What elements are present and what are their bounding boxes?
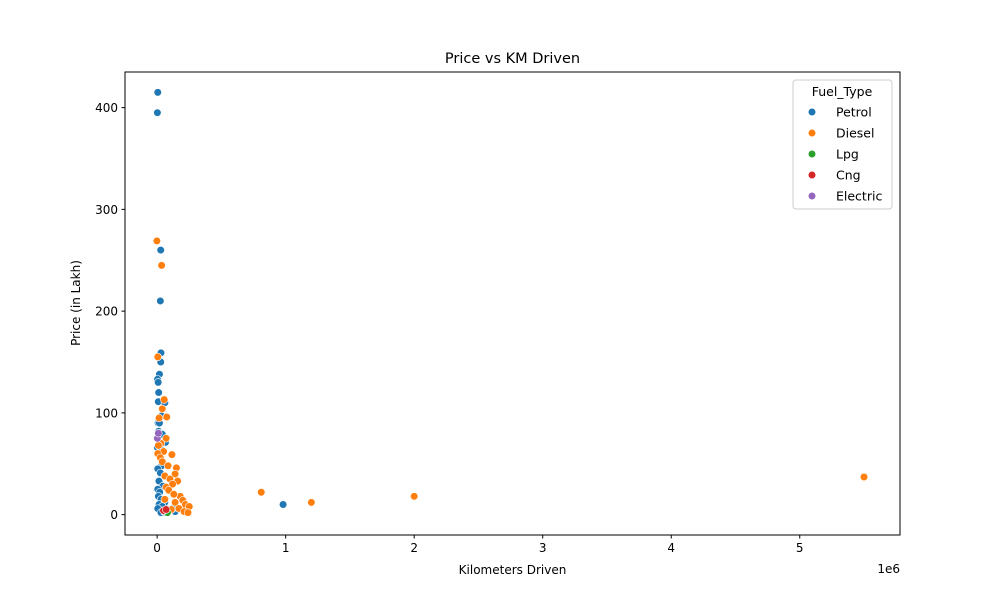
point-diesel [153, 352, 162, 362]
legend-label-diesel: Diesel [836, 126, 874, 141]
chart-title: Price vs KM Driven [445, 51, 580, 67]
point-diesel [162, 412, 171, 422]
legend-marker-diesel [807, 128, 817, 138]
x-tick-label: 0 [153, 541, 161, 555]
x-tick-label: 3 [539, 541, 547, 555]
point-diesel [154, 413, 164, 423]
x-tick-label: 2 [410, 541, 418, 555]
legend-label-petrol: Petrol [836, 105, 872, 120]
point-diesel [162, 434, 171, 443]
legend-marker-electric [807, 191, 817, 201]
y-tick-label: 400 [95, 101, 118, 115]
legend-label-cng: Cng [836, 168, 861, 183]
data-points [152, 88, 869, 517]
point-diesel [160, 395, 169, 404]
point-petrol [154, 378, 163, 387]
point-petrol [156, 296, 165, 306]
y-tick-label: 0 [110, 508, 118, 522]
x-tick-label: 4 [667, 541, 675, 555]
y-tick-label: 100 [95, 406, 118, 420]
point-diesel [158, 457, 167, 466]
point-petrol [153, 88, 162, 97]
plot-area [124, 71, 901, 536]
legend-entries: Petrol Diesel Lpg Cng Electric [807, 105, 882, 204]
legend-title: Fuel_Type [812, 84, 873, 99]
legend-box [792, 79, 893, 210]
x-axis-title: Kilometers Driven [459, 563, 567, 577]
point-diesel [160, 495, 169, 504]
point-diesel [169, 490, 178, 499]
point-petrol [278, 500, 288, 509]
legend-label-electric: Electric [836, 189, 882, 204]
legend-marker-cng [807, 170, 817, 180]
point-diesel [171, 469, 180, 479]
y-axis-title: Price (in Lakh) [69, 260, 83, 346]
y-tick-label: 200 [95, 305, 118, 319]
x-axis-offset-label: 1e6 [877, 562, 900, 576]
point-diesel [154, 441, 163, 450]
point-diesel [158, 404, 167, 413]
point-diesel [157, 261, 166, 270]
point-diesel [171, 498, 180, 507]
x-tick-label: 1 [282, 541, 290, 555]
y-axis: 0 100 200 300 400 [95, 101, 125, 522]
legend-marker-petrol [807, 107, 817, 117]
point-diesel [257, 488, 266, 497]
point-diesel [152, 236, 161, 246]
legend-marker-lpg [807, 149, 817, 159]
point-petrol [153, 108, 162, 117]
legend-label-lpg: Lpg [836, 147, 859, 162]
x-tick-label: 5 [796, 541, 804, 555]
point-diesel [859, 472, 869, 482]
legend: Fuel_Type Petrol Diesel Lpg Cng Electric [792, 79, 893, 210]
point-petrol [154, 388, 163, 397]
point-diesel [163, 461, 173, 470]
point-diesel [167, 450, 177, 459]
y-tick-label: 300 [95, 203, 118, 217]
point-electric [154, 429, 163, 438]
point-diesel [307, 498, 316, 507]
point-diesel [183, 508, 193, 517]
point-diesel [410, 492, 419, 501]
point-petrol [156, 245, 165, 255]
point-cng [162, 505, 171, 514]
x-axis: 0 1 2 3 4 5 [153, 535, 804, 555]
